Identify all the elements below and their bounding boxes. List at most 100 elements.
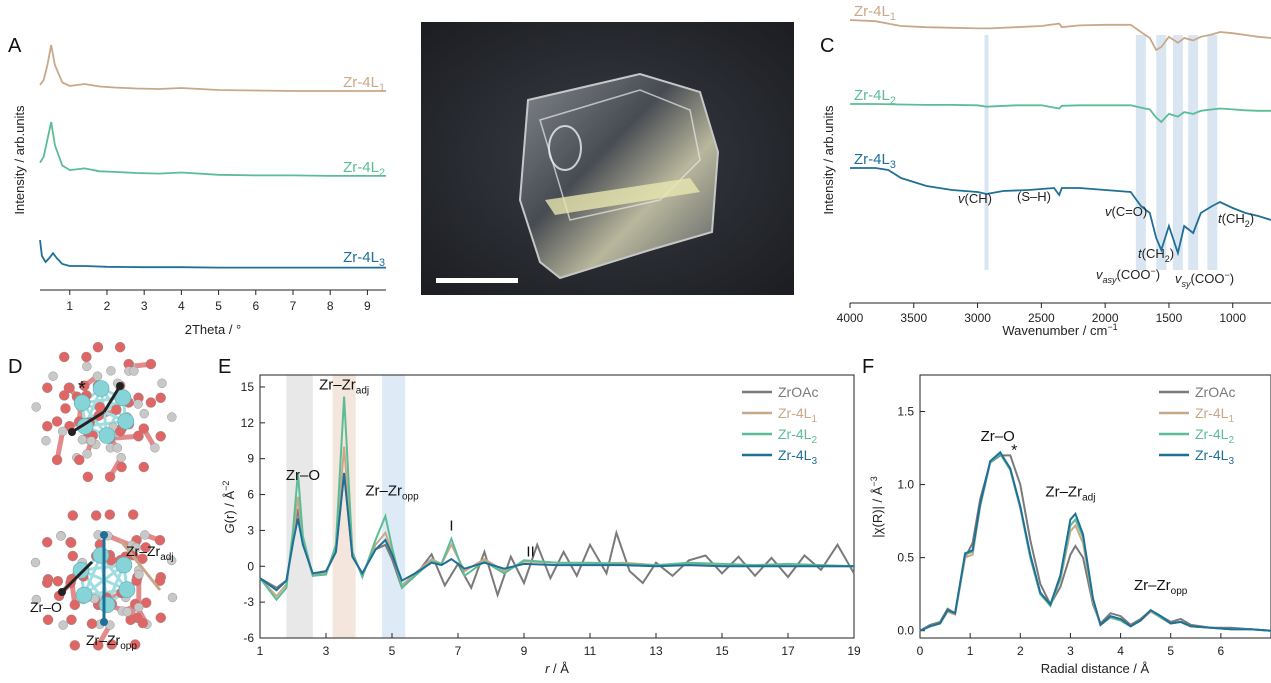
oxygen-atom [42, 537, 53, 548]
crystal-facet [539, 89, 701, 221]
f-y-tick-label: 0.0 [897, 624, 914, 638]
panel-e-frame [259, 374, 855, 639]
oxygen-atom [60, 403, 71, 414]
oxygen-atom [138, 423, 149, 434]
carbon-atom [48, 371, 58, 381]
c-annotation-subscript: asy [1103, 275, 1118, 285]
a-series-label-sub: 3 [379, 257, 385, 269]
a-tick-label: 7 [290, 299, 297, 313]
f-legend-label-sub: 2 [1228, 435, 1234, 446]
crystal [518, 72, 720, 280]
e-peak-label-sub: adj [356, 385, 369, 396]
e-x-tick-label: 7 [455, 644, 462, 658]
e-x-tick-label: 3 [323, 644, 330, 658]
c-annotation-sup: − [1224, 270, 1229, 280]
marker-dot [58, 588, 66, 596]
e-y-tick-label: 0 [247, 559, 254, 573]
carbon-atom [157, 378, 167, 389]
e-y-tick-label: -3 [243, 595, 254, 609]
zr-o-line [60, 560, 94, 594]
c-annotation: vsy(COO−) [1175, 270, 1234, 289]
oxygen-atom [67, 550, 78, 562]
e-highlight-region [382, 375, 406, 638]
c-annotation: v(CH) [958, 191, 992, 206]
e-y-tick-label: 3 [247, 523, 254, 537]
oxygen-atom [42, 614, 54, 625]
f-legend-label-base: ZrOAc [1195, 384, 1235, 400]
c-annotation-close: ) [1170, 246, 1174, 261]
c-tick-label: 2000 [1092, 311, 1119, 325]
f-peak-label-sub: opp [1171, 586, 1188, 597]
f-legend-label-sub: 3 [1228, 456, 1234, 467]
a-tick-label: 6 [252, 299, 259, 313]
f-x-tick-label: 1 [967, 644, 974, 658]
e-x-tick-label: 5 [389, 644, 396, 658]
cluster-distance-markers [58, 382, 162, 626]
zirconium-atom [118, 581, 136, 599]
f-legend-label: Zr-4L2 [1195, 426, 1234, 446]
a-tick-label: 2 [104, 299, 111, 313]
carbon-atom [57, 426, 68, 437]
panel-c-y-label: Intensity / arb.units [821, 105, 836, 215]
c-series-label-base: Zr-4L [854, 151, 890, 168]
f-legend-label-base: Zr-4L [1195, 426, 1229, 442]
zirconium-atom [92, 546, 110, 564]
f-peak-label: Zr–O [981, 428, 1015, 445]
panel-a-series [39, 44, 386, 269]
carbon-atom [112, 443, 123, 453]
oxygen-atom [140, 542, 151, 553]
e-y-tick-label: 15 [241, 380, 255, 394]
panel-letter-e: E [218, 356, 231, 378]
carbon-atom [31, 402, 41, 412]
c-tick-label: 3500 [900, 311, 927, 325]
f-series-line [919, 454, 1271, 632]
panel-f-ticks: 0 1 2 3 4 5 6 0.0 0.5 1.0 1.5 [897, 405, 1224, 658]
c-series-label-sub: 2 [890, 95, 896, 107]
a-series-label: Zr-4L3 [343, 249, 385, 269]
oxygen-atom [111, 404, 122, 415]
a-series-label-base: Zr-4L [343, 74, 379, 91]
carbon-atom [167, 412, 177, 422]
f-legend-label: ZrOAc [1195, 384, 1235, 400]
marker-dot [68, 428, 76, 436]
e-x-tick-label: 9 [521, 644, 528, 658]
c-band [1207, 35, 1218, 270]
oxygen-atom [90, 510, 102, 521]
carbon-atom [133, 399, 143, 409]
panel-f-x-label: Radial distance / Å [1041, 661, 1150, 676]
panel-b-crystal-micrograph [421, 22, 794, 295]
marker-dot [116, 382, 124, 390]
c-annotation-symbol: v [958, 191, 966, 206]
carbon-atom [150, 443, 160, 453]
f-legend-label-base: Zr-4L [1195, 405, 1229, 421]
a-series-label-sub: 2 [379, 167, 385, 179]
oxygen-atom [155, 392, 166, 404]
c-band [1156, 35, 1167, 270]
carbon-atom [134, 602, 144, 613]
a-series-line [39, 239, 386, 269]
d-label-zr-zr-adj: Zr–Zradj [126, 543, 174, 563]
f-y-tick-label: 1.0 [897, 478, 914, 492]
a-series-label-base: Zr-4L [343, 159, 379, 176]
e-peak-label: Zr–O [286, 467, 320, 484]
scale-bar [436, 278, 518, 283]
carbon-atom [122, 607, 132, 617]
f-x-tick-label: 6 [1218, 644, 1225, 658]
f-peak-label-text: Zr–Zr [1045, 483, 1082, 500]
zirconium-atom [92, 380, 110, 397]
c-annotation-close: ) [1156, 267, 1160, 282]
c-annotation-subscript: sy [1182, 279, 1192, 289]
oxygen-atom [42, 420, 53, 432]
crystal-inclusion [548, 125, 582, 171]
panel-f-y-label: |χ(R)| / Å−3 [869, 476, 885, 537]
c-annotation-sub: 2 [1165, 254, 1170, 264]
c-annotation-text: (C=O) [1112, 204, 1148, 219]
f-x-tick-label: 0 [917, 644, 924, 658]
e-peak-label: Zr–Zradj [319, 376, 369, 396]
marker-dot [100, 618, 108, 626]
f-peak-label: Zr–Zradj [1045, 483, 1095, 503]
